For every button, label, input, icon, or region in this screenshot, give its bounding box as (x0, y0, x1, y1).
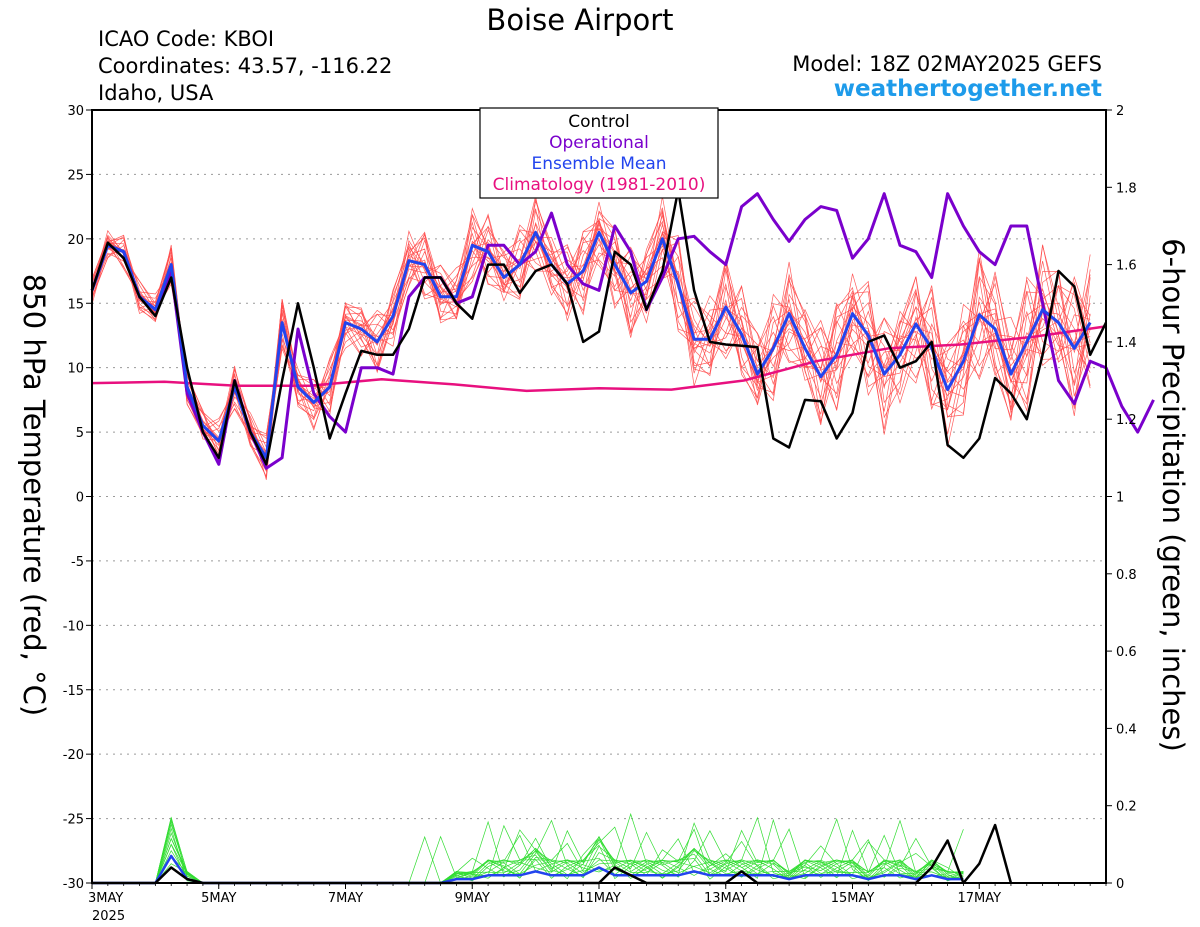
y2-tick-label: 0.4 (1116, 722, 1137, 737)
ensemble-mean-line (90, 230, 1092, 460)
x-tick-label: 9MAY (455, 891, 490, 906)
x-tick-year: 2025 (92, 909, 125, 924)
chart-title: Boise Airport (486, 3, 674, 37)
y-tick-label: -25 (63, 813, 84, 828)
y-tick-label: 20 (67, 233, 84, 248)
y2-tick-label: 1.2 (1116, 413, 1137, 428)
y2-tick-label: 1.8 (1116, 181, 1137, 196)
y-tick-label: 0 (76, 491, 84, 506)
y-axis-title-right: 6-hour Precipitation (green, inches) (1156, 238, 1190, 752)
x-tick-label: 7MAY (328, 891, 363, 906)
temperature-member-line (91, 199, 1091, 461)
y-tick-label: -10 (63, 619, 84, 634)
temperature-member-line (91, 220, 1091, 438)
y-tick-label: 25 (67, 168, 84, 183)
y-tick-label: -15 (63, 684, 84, 699)
legend: Control Operational Ensemble Mean Climat… (479, 107, 719, 199)
temperature-member-line (91, 217, 1091, 478)
y2-tick-label: 0.8 (1116, 568, 1137, 583)
x-tick-label: 11MAY (577, 891, 621, 906)
gridlines (92, 173, 1106, 820)
y2-tick-label: 1.6 (1116, 259, 1137, 274)
y-tick-label: 30 (67, 104, 84, 119)
climatology-1981-2010-line (91, 325, 1107, 393)
x-tick-label: 3MAY (88, 891, 123, 906)
x-tick-label: 17MAY (957, 891, 1001, 906)
ensemble-members (91, 196, 1091, 884)
y-tick-label: -5 (71, 555, 84, 570)
legend-ensemble-mean: Ensemble Mean (531, 154, 666, 174)
temperature-member-line (91, 215, 1091, 479)
temperature-member-line (91, 207, 1091, 462)
model-run: Model: 18Z 02MAY2025 GEFS (792, 52, 1102, 76)
y-tick-label: 15 (67, 297, 84, 312)
temperature-member-line (91, 209, 1091, 460)
control-line (90, 188, 1108, 466)
x-tick-label: 15MAY (831, 891, 875, 906)
icao-code: ICAO Code: KBOI (98, 27, 275, 51)
site-link[interactable]: weathertogether.net (833, 76, 1102, 102)
coordinates: Coordinates: 43.57, -116.22 (98, 54, 393, 78)
y2-tick-label: 1.4 (1116, 336, 1137, 351)
legend-operational: Operational (549, 133, 649, 153)
y2-tick-label: 0 (1116, 877, 1124, 892)
temperature-member-line (91, 225, 1091, 441)
y-tick-label: 10 (67, 362, 84, 377)
x-tick-label: 13MAY (704, 891, 748, 906)
y2-tick-label: 1 (1116, 491, 1124, 506)
y-tick-label: 5 (76, 426, 84, 441)
y-axis-title-left: 850 hPa Temperature (red, °C) (17, 274, 51, 716)
y2-tick-label: 0.6 (1116, 645, 1137, 660)
y2-tick-label: 0.2 (1116, 800, 1137, 815)
y-tick-label: -20 (63, 748, 84, 763)
y2-tick-label: 2 (1116, 104, 1124, 119)
legend-control: Control (568, 112, 629, 132)
y-tick-label: -30 (63, 877, 84, 892)
operational-line (90, 192, 1155, 470)
legend-climatology: Climatology (1981-2010) (493, 175, 706, 195)
x-tick-label: 5MAY (201, 891, 236, 906)
region: Idaho, USA (98, 81, 214, 105)
